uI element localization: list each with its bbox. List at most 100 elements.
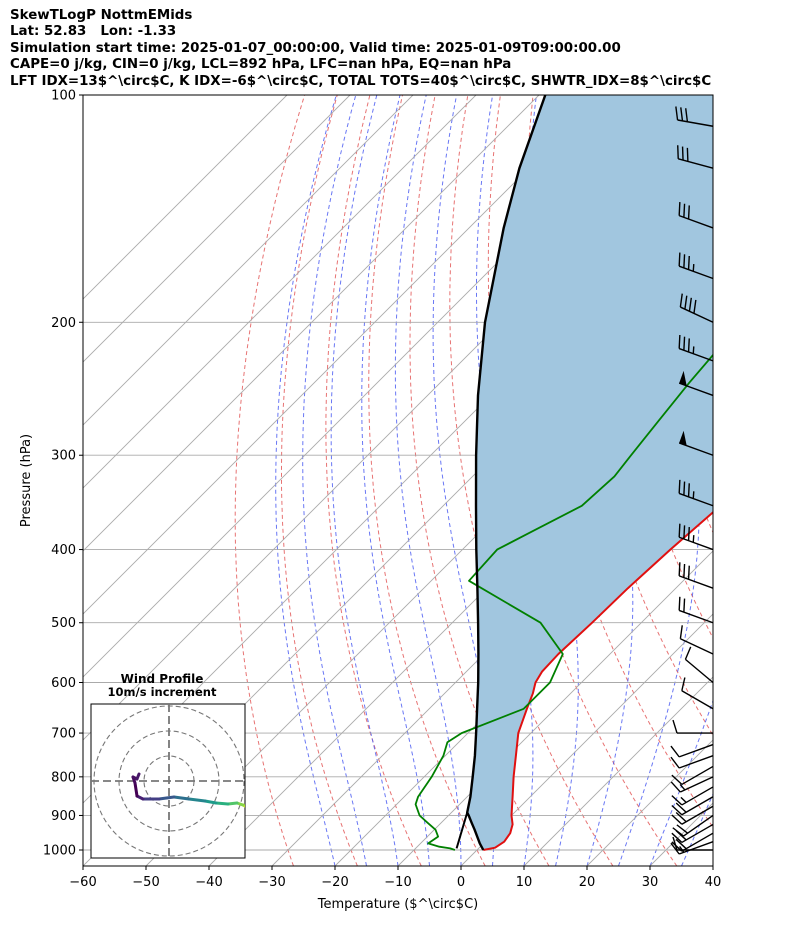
barb-full [670,756,680,769]
barb-full [683,525,686,539]
x-tick-label: 20 [579,875,596,890]
isotherm-line [83,95,540,552]
location-line: Lat: 52.83 Lon: -1.33 [10,24,177,40]
barb-staff [677,119,714,127]
hodograph-segment [214,801,230,806]
hodograph-segment [187,797,207,803]
dry-adiabat-line [368,95,486,866]
wind-barb [678,334,714,362]
wind-barb [671,805,714,825]
wind-barb [670,841,714,855]
barb-full [683,203,686,218]
y-tick-label: 700 [51,727,76,742]
barb-half [692,346,695,354]
y-tick-label: 600 [51,676,76,691]
y-tick-label: 500 [51,616,76,631]
dry-adiabat-line [281,95,358,866]
barb-full [687,483,690,497]
wind-barb [678,479,714,507]
stability-indices-line: LFT IDX=13$^\circ$C, K IDX=-6$^\circ$C, … [10,73,712,89]
isotherm-line [83,95,477,489]
wind-barb [678,523,714,551]
barb-staff [678,442,714,456]
barb-half [692,535,695,543]
x-tick-label: −40 [195,875,222,890]
barb-staff [678,575,714,589]
barb-full [681,677,686,691]
moist-adiabat-line [394,95,462,866]
hodograph-segment [172,795,191,801]
barb-full [684,295,688,310]
isotherm-line [776,95,794,866]
wind-barb [672,719,713,734]
wind-barb [678,430,714,456]
wind-barb [678,596,714,624]
moist-adiabat-line [302,95,367,866]
x-tick-label: −20 [321,875,348,890]
moist-adiabat-line [712,864,713,866]
simulation-time-line: Simulation start time: 2025-01-07_00:00:… [10,40,621,56]
x-tick-label: −30 [258,875,285,890]
barb-full [679,293,683,308]
x-tick-label: 40 [705,875,722,890]
barb-half [692,491,695,499]
isotherm-line [83,95,603,615]
dry-adiabat-line [449,95,614,866]
barb-full [670,781,681,793]
barb-full [671,795,683,806]
barb-full [671,814,683,825]
wind-barb [671,823,714,844]
y-tick-label: 200 [51,316,76,331]
barb-staff [681,832,714,852]
isotherm-line [460,613,713,866]
wind-barb [675,106,714,127]
barb-full [687,565,690,580]
isotherm-line [712,865,713,866]
hodograph-plot [91,704,245,858]
hodograph-segment [133,781,139,798]
parcel-shading [467,95,713,850]
x-tick-label: −50 [132,875,159,890]
barb-full [671,832,683,843]
y-tick-label: 900 [51,809,76,824]
isotherm-line [83,95,288,300]
barb-staff [681,823,714,844]
wind-barb [681,677,714,710]
barb-full [687,338,690,353]
barb-staff [681,765,714,786]
barb-full [687,205,690,220]
barb-staff [684,658,714,684]
x-axis-label: Temperature ($^\circ$C) [317,897,478,912]
barb-full [678,596,681,611]
isotherm-line [523,676,713,866]
barb-full [671,841,683,852]
wind-barb [679,293,714,323]
barb-flag [679,430,687,446]
x-tick-label: −60 [69,875,96,890]
hodograph-segment [203,799,218,805]
x-tick-label: 0 [457,875,465,890]
wind-barb [671,786,714,806]
barb-full [683,481,686,496]
barb-full [672,827,684,837]
x-tick-label: −10 [384,875,411,890]
wind-barb [671,796,714,816]
isotherm-line [83,95,414,426]
wind-barb [671,765,714,786]
barb-staff [678,158,714,169]
hodograph-title: Wind Profile [121,672,204,686]
y-tick-label: 1000 [43,844,76,859]
barb-full [685,108,689,122]
barb-half [680,796,687,803]
barb-full [678,334,681,349]
wind-barb [678,252,714,280]
dry-adiabat-line [234,95,306,866]
barb-full [670,745,680,758]
wind-barbs [670,106,714,855]
dry-adiabat-line [761,95,794,866]
wind-barb [679,625,714,655]
barb-full [675,802,687,813]
barb-full [683,598,686,613]
